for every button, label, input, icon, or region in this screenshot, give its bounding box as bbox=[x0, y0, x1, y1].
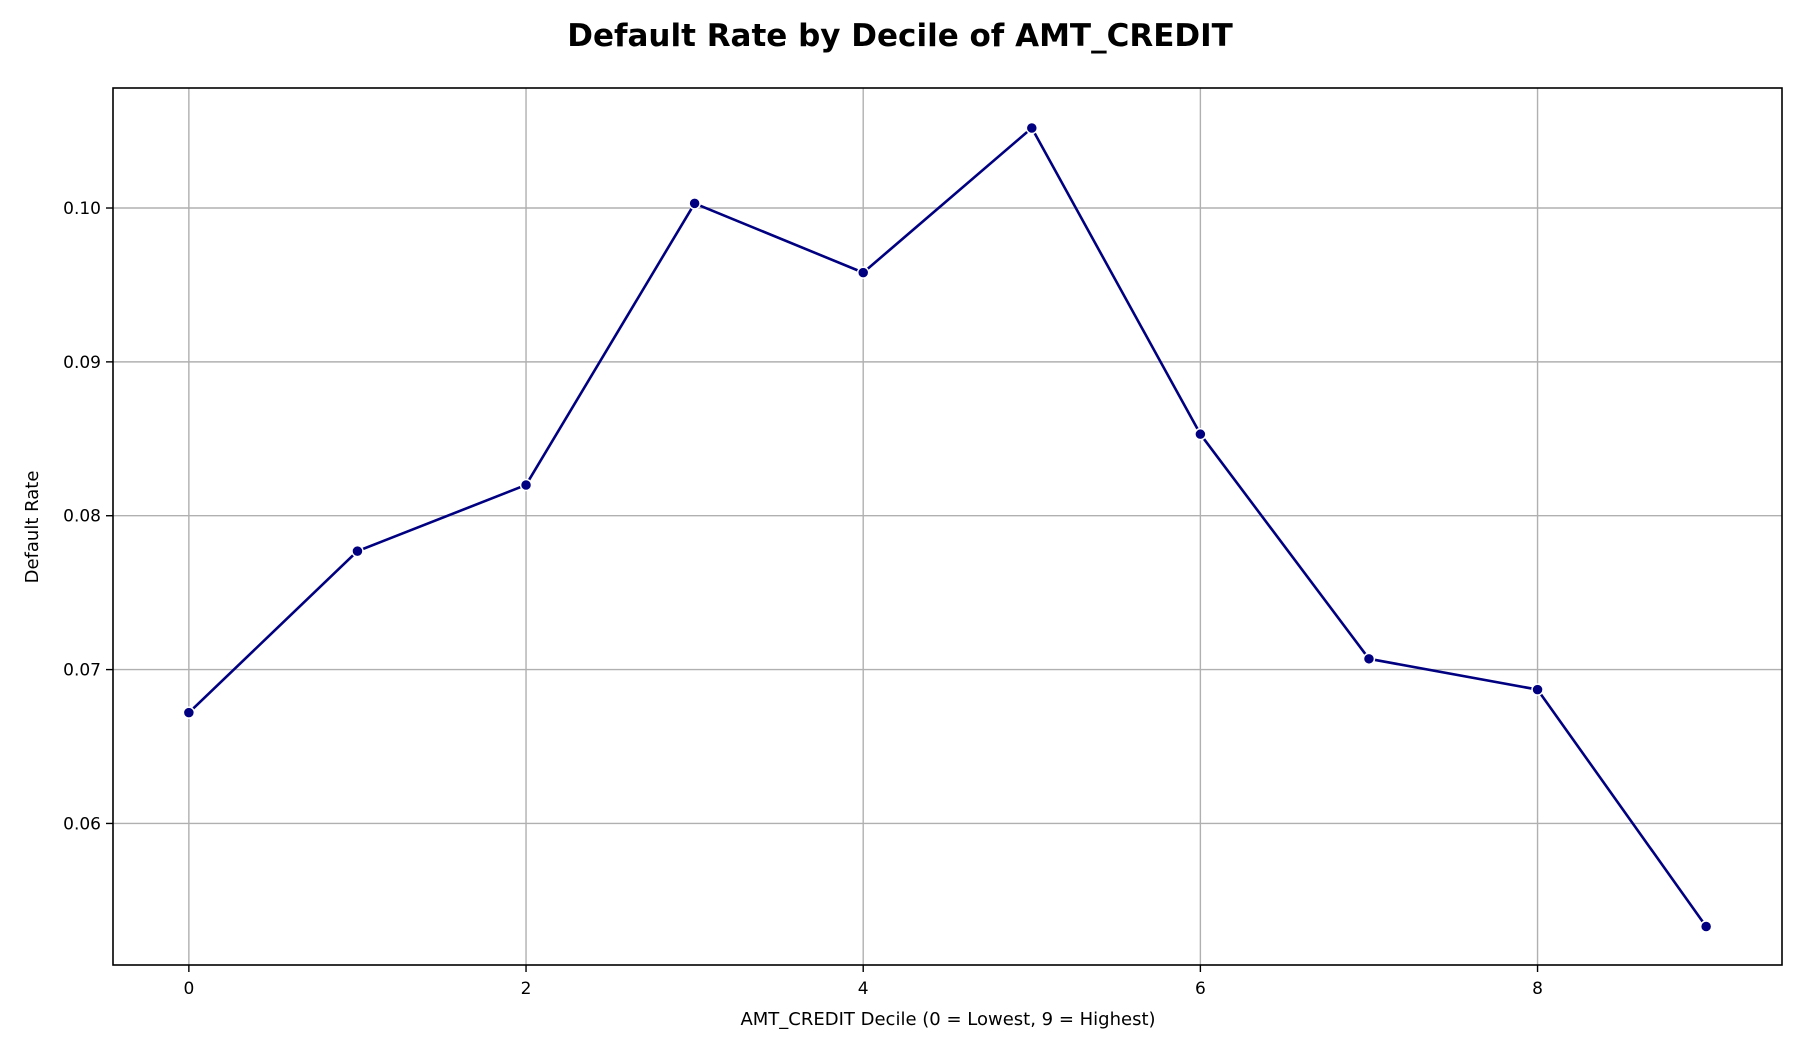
grid-lines bbox=[113, 88, 1782, 965]
y-tick-label: 0.07 bbox=[63, 661, 101, 681]
chart-title: Default Rate by Decile of AMT_CREDIT bbox=[567, 18, 1233, 54]
x-tick-label: 0 bbox=[183, 979, 194, 999]
x-tick-label: 4 bbox=[858, 979, 869, 999]
data-point bbox=[519, 478, 533, 492]
y-tick-label: 0.06 bbox=[63, 814, 101, 834]
data-point bbox=[1025, 121, 1039, 135]
x-tick-label: 6 bbox=[1195, 979, 1206, 999]
plot-area-frame bbox=[112, 87, 1783, 966]
y-axis-label: Default Rate bbox=[22, 471, 43, 584]
x-tick-label: 8 bbox=[1532, 979, 1543, 999]
data-point bbox=[688, 197, 701, 210]
y-tick-label: 0.10 bbox=[63, 199, 101, 219]
axis-ticks: 0 2 4 6 8 0.06 0.07 0.08 0.09 0.10 bbox=[63, 199, 1543, 999]
data-point bbox=[1194, 427, 1207, 441]
series-line bbox=[187, 126, 1708, 928]
data-point bbox=[1531, 683, 1544, 696]
series-layer bbox=[182, 121, 1713, 933]
data-point bbox=[856, 266, 870, 279]
data-point bbox=[182, 706, 196, 719]
data-point bbox=[1362, 652, 1376, 666]
x-tick-label: 2 bbox=[521, 979, 532, 999]
x-axis-label: AMT_CREDIT Decile (0 = Lowest, 9 = Highe… bbox=[740, 1009, 1155, 1030]
y-tick-label: 0.08 bbox=[63, 507, 101, 527]
data-point bbox=[1699, 920, 1713, 933]
data-point bbox=[351, 544, 364, 558]
y-tick-label: 0.09 bbox=[63, 353, 101, 373]
